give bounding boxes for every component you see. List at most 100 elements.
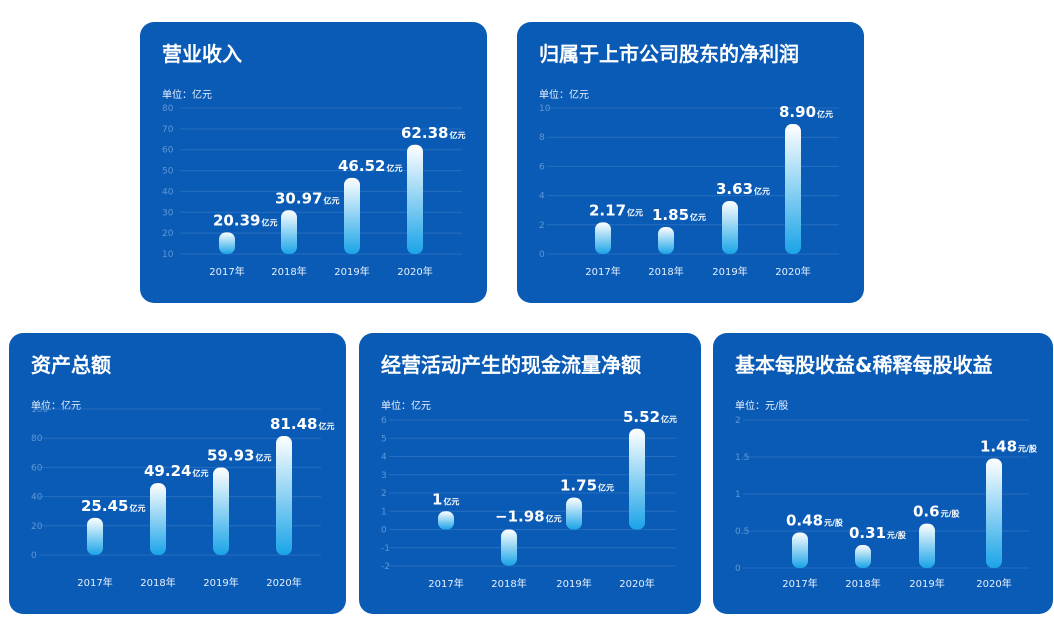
bar-2018年 [281,210,297,254]
x-tick-label: 2020年 [397,265,432,278]
chart-card-total-assets: 资产总额 单位：亿元 0 20 40 60 80 100 25.45亿元 2017年 49.24… [9,333,346,614]
x-tick-label: 2018年 [491,577,526,590]
chart-title: 基本每股收益&稀释每股收益 [735,353,993,377]
chart-card-net-profit: 归属于上市公司股东的净利润 单位：亿元 0 2 4 6 8 10 2.17亿元 2017年 1.… [517,22,864,303]
y-tick-label: 10 [162,250,174,260]
bar-2017年 [792,532,808,568]
data-label-unit: 亿元 [449,130,465,140]
y-tick-label: 20 [162,229,174,239]
y-tick-label: -1 [381,544,390,554]
y-tick-label: 10 [539,104,551,114]
data-label-unit: 元/股 [887,530,906,540]
unit-label: 单位：元/股 [735,401,789,412]
data-label-unit: 亿元 [129,503,145,513]
data-label: 20.39亿元 [213,211,277,229]
x-tick-label: 2019年 [334,265,369,278]
chart-card-revenue: 营业收入 单位：亿元 10 20 30 40 50 60 70 80 20.39亿元 2017年 3… [140,22,487,303]
data-label: 1.75亿元 [560,477,614,495]
x-tick-label: 2019年 [712,265,747,278]
data-label: 81.48亿元 [270,415,334,433]
data-label: 49.24亿元 [144,462,208,480]
bar-chart-total-assets: 02040608010025.45亿元2017年49.24亿元2018年59.9… [31,405,334,589]
data-label-value: 81.48 [270,415,317,433]
y-tick-label: 0 [381,526,387,536]
bar-2019年 [344,177,360,254]
data-label: 3.63亿元 [716,180,770,198]
x-tick-label: 2020年 [266,576,301,589]
chart-title: 归属于上市公司股东的净利润 [539,42,799,66]
x-tick-label: 2019年 [203,576,238,589]
data-label: 8.90亿元 [779,103,833,121]
unit-label: 单位：亿元 [381,401,431,412]
bar-chart-revenue: 102030405060708020.39亿元2017年30.97亿元2018年… [162,104,465,278]
y-tick-label: -2 [381,562,390,572]
data-label-value: 59.93 [207,447,254,465]
bar-2018年 [658,226,674,254]
y-tick-label: 2 [539,221,545,231]
data-label: 1亿元 [432,490,459,508]
data-label-unit: 元/股 [941,509,960,519]
bar-2018年 [150,483,166,555]
data-label-value: 1.75 [560,477,597,495]
x-tick-label: 2017年 [77,576,112,589]
unit-label: 单位：亿元 [539,90,589,101]
x-tick-label: 2017年 [782,577,817,590]
y-tick-label: 5 [381,434,387,444]
data-label-value: 0.6 [913,503,940,521]
y-tick-label: 70 [162,125,174,135]
y-tick-label: 30 [162,208,174,218]
data-label: 46.52亿元 [338,157,402,175]
y-tick-label: 3 [381,471,387,481]
data-label-value: 2.17 [589,201,626,219]
unit-label: 单位：亿元 [31,401,81,412]
bar-2017年 [219,232,235,254]
x-tick-label: 2017年 [209,265,244,278]
data-label: −1.98亿元 [495,508,562,526]
data-label: 25.45亿元 [81,497,145,515]
y-tick-label: 6 [539,162,545,172]
bar-chart-net-profit: 02468102.17亿元2017年1.85亿元2018年3.63亿元2019年… [539,103,839,278]
y-tick-label: 0 [31,551,37,561]
data-label-value: 5.52 [623,408,660,426]
y-tick-label: 0 [539,250,545,260]
y-tick-label: 2 [735,416,741,426]
data-label-value: 20.39 [213,211,260,229]
x-tick-label: 2018年 [140,576,175,589]
bar-2019年 [722,201,738,254]
chart-card-eps: 基本每股收益&稀释每股收益 单位：元/股 0 0.5 1 1.5 2 0.48元/股 201… [713,333,1053,614]
x-tick-label: 2020年 [976,577,1011,590]
data-label-value: 3.63 [716,180,753,198]
y-tick-label: 4 [381,453,387,463]
y-tick-label: 2 [381,489,387,499]
y-tick-label: 0.5 [735,527,749,537]
data-label: 0.6元/股 [913,503,960,521]
bar-2020年 [407,144,423,254]
data-label: 5.52亿元 [623,408,677,426]
x-tick-label: 2019年 [556,577,591,590]
data-label-unit: 亿元 [817,109,833,119]
y-tick-label: 50 [162,167,174,177]
data-label-value: 46.52 [338,157,385,175]
y-tick-label: 8 [539,133,545,143]
data-label-unit: 元/股 [824,517,843,527]
data-label: 0.48元/股 [786,511,843,529]
data-label-value: 8.90 [779,103,816,121]
y-tick-label: 1 [735,490,741,500]
data-label-value: 1.48 [980,437,1017,455]
chart-title: 资产总额 [31,353,111,377]
bar-2019年 [213,467,229,555]
bar-2020年 [629,428,645,530]
y-tick-label: 60 [162,146,174,156]
data-label: 2.17亿元 [589,201,643,219]
bar-2020年 [986,458,1002,568]
data-label-unit: 亿元 [754,186,770,196]
data-label-unit: 亿元 [323,195,339,205]
y-tick-label: 6 [381,416,387,426]
bar-2017年 [87,517,103,555]
x-tick-label: 2018年 [845,577,880,590]
chart-title: 营业收入 [162,42,242,66]
y-tick-label: 100 [31,405,48,415]
data-label-unit: 元/股 [1018,443,1037,453]
data-label-unit: 亿元 [192,468,208,478]
y-tick-label: 1.5 [735,453,749,463]
